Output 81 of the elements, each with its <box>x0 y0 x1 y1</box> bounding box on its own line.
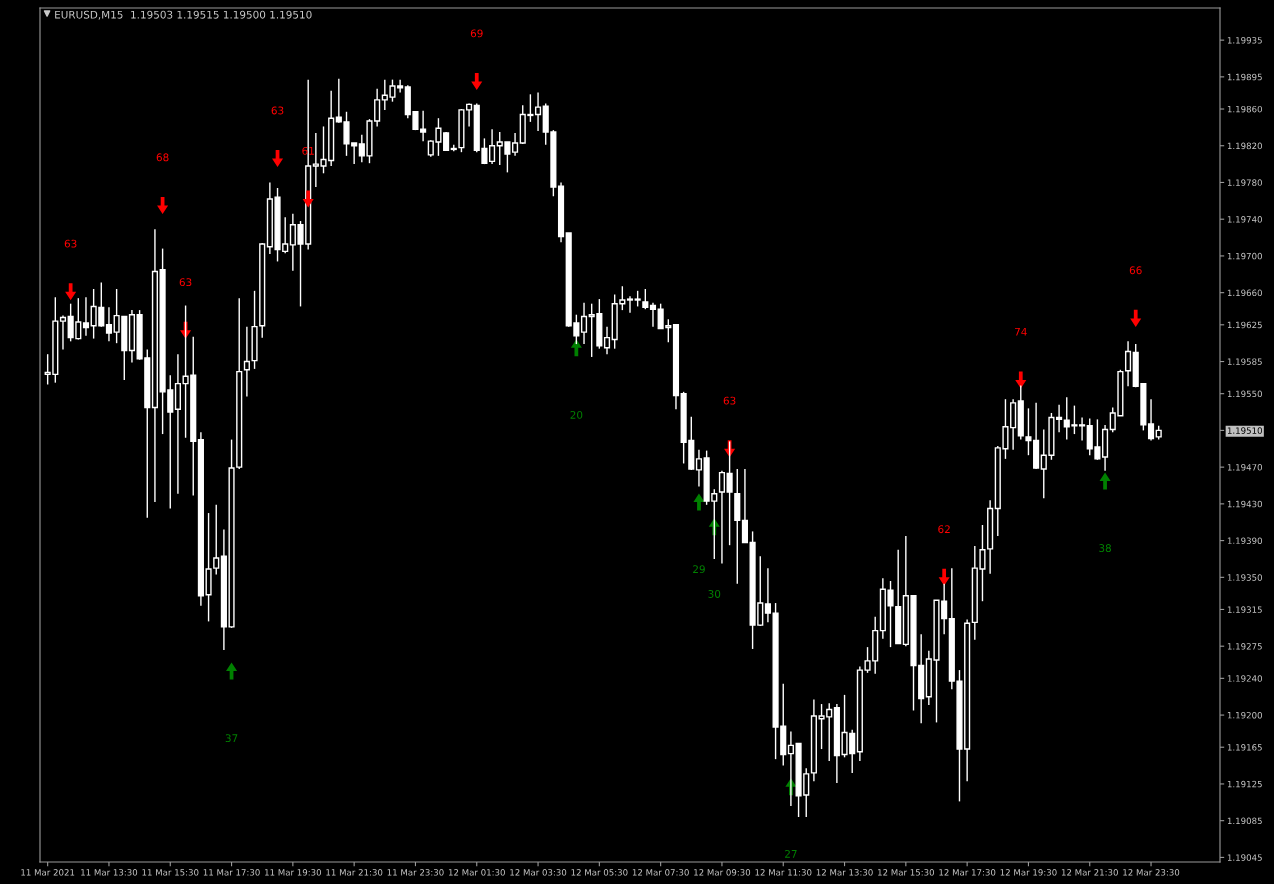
y-tick-label: 1.19045 <box>1227 854 1262 861</box>
x-tick-label: 11 Mar 21:30 <box>326 869 383 876</box>
x-tick-label: 12 Mar 19:30 <box>1000 869 1057 876</box>
y-tick-label: 1.19550 <box>1227 390 1262 398</box>
y-tick-label: 1.19935 <box>1227 37 1262 44</box>
candlestick <box>511 132 519 157</box>
y-tick-label: 1.19860 <box>1227 105 1262 113</box>
y-tick-label: 1.19780 <box>1227 179 1262 186</box>
candlestick <box>626 295 634 314</box>
annotation: 74 <box>1015 327 1027 336</box>
annotation: 63 <box>64 239 77 248</box>
x-tick-label: 11 Mar 17:30 <box>203 869 260 876</box>
candlestick <box>741 468 749 544</box>
x-tick-label: 12 Mar 23:30 <box>1123 869 1180 876</box>
annotation: 69 <box>470 29 483 38</box>
candlestick <box>59 314 67 351</box>
y-tick-label: 1.19895 <box>1227 73 1262 81</box>
y-tick-label: 1.19165 <box>1227 744 1262 751</box>
annotation: 63 <box>271 106 284 115</box>
x-tick-label: 12 Mar 11:30 <box>755 869 812 876</box>
y-tick-label: 1.19740 <box>1227 216 1262 223</box>
candlestick <box>764 567 771 624</box>
y-tick-label: 1.19315 <box>1227 606 1262 613</box>
x-tick-label: 11 Mar 13:30 <box>81 869 138 876</box>
x-tick-label: 12 Mar 13:30 <box>816 869 873 876</box>
x-tick-label: 11 Mar 19:30 <box>265 869 322 876</box>
candlestick <box>489 128 496 165</box>
candlestick <box>1056 404 1063 433</box>
annotation: 37 <box>225 734 238 743</box>
candlestick <box>726 440 733 546</box>
annotation: 27 <box>785 849 797 858</box>
y-tick-label: 1.19200 <box>1227 711 1262 719</box>
x-tick-label: 12 Mar 09:30 <box>694 869 751 876</box>
x-tick-label: 12 Mar 05:30 <box>571 869 628 876</box>
annotation: 62 <box>938 525 950 534</box>
candlestick <box>243 325 250 398</box>
candlestick <box>603 325 611 355</box>
annotation: 63 <box>179 278 192 287</box>
candlestick <box>649 302 657 328</box>
candlestick <box>1124 340 1132 388</box>
candlestick <box>1079 416 1086 442</box>
x-tick-label: 11 Mar 23:30 <box>387 869 444 876</box>
candlestick <box>534 91 542 132</box>
x-tick-label: 12 Mar 03:30 <box>510 869 567 876</box>
candlestick <box>82 296 90 337</box>
x-tick-label: 11 Mar 15:30 <box>142 869 199 876</box>
candlestick <box>695 448 703 488</box>
x-tick-label: 12 Mar 21:30 <box>1061 869 1118 876</box>
y-tick-label: 1.19470 <box>1227 464 1262 471</box>
candlestick <box>718 470 726 565</box>
candlestick <box>787 730 794 807</box>
annotation: 63 <box>723 396 736 405</box>
y-tick-label: 1.19350 <box>1227 574 1262 581</box>
annotation: 20 <box>570 410 583 419</box>
y-tick-label: 1.19085 <box>1227 817 1262 825</box>
annotation: 66 <box>1129 266 1142 275</box>
x-tick-label: 12 Mar 15:30 <box>878 869 935 876</box>
annotation: 29 <box>693 565 705 574</box>
y-tick-label: 1.19820 <box>1227 142 1262 150</box>
candlestick <box>1147 398 1155 442</box>
y-tick-label: 1.19510 <box>1227 427 1262 434</box>
y-tick-label: 1.19430 <box>1227 500 1262 508</box>
y-tick-label: 1.19125 <box>1227 780 1262 788</box>
annotation: 68 <box>156 153 169 162</box>
annotation: 30 <box>708 590 721 598</box>
y-tick-label: 1.19700 <box>1227 252 1262 260</box>
y-tick-label: 1.19585 <box>1227 358 1262 365</box>
x-tick-label: 12 Mar 01:30 <box>448 869 505 876</box>
candlestick <box>642 288 649 310</box>
candlestick <box>105 306 113 343</box>
candlestick <box>580 302 588 345</box>
y-tick-label: 1.19390 <box>1227 537 1262 544</box>
x-tick-label: 12 Mar 07:30 <box>632 869 689 876</box>
chart-title: EURUSD,M15 1.19503 1.19515 1.19500 1.19510 <box>55 10 312 20</box>
y-tick-label: 1.19275 <box>1227 643 1262 650</box>
x-tick-label: 11 Mar 2021 <box>21 869 75 876</box>
y-tick-label: 1.19240 <box>1227 675 1262 682</box>
y-tick-label: 1.19625 <box>1227 321 1262 329</box>
annotation: 38 <box>1099 544 1111 552</box>
x-tick-label: 12 Mar 17:30 <box>939 869 996 876</box>
y-tick-label: 1.19660 <box>1227 289 1262 297</box>
